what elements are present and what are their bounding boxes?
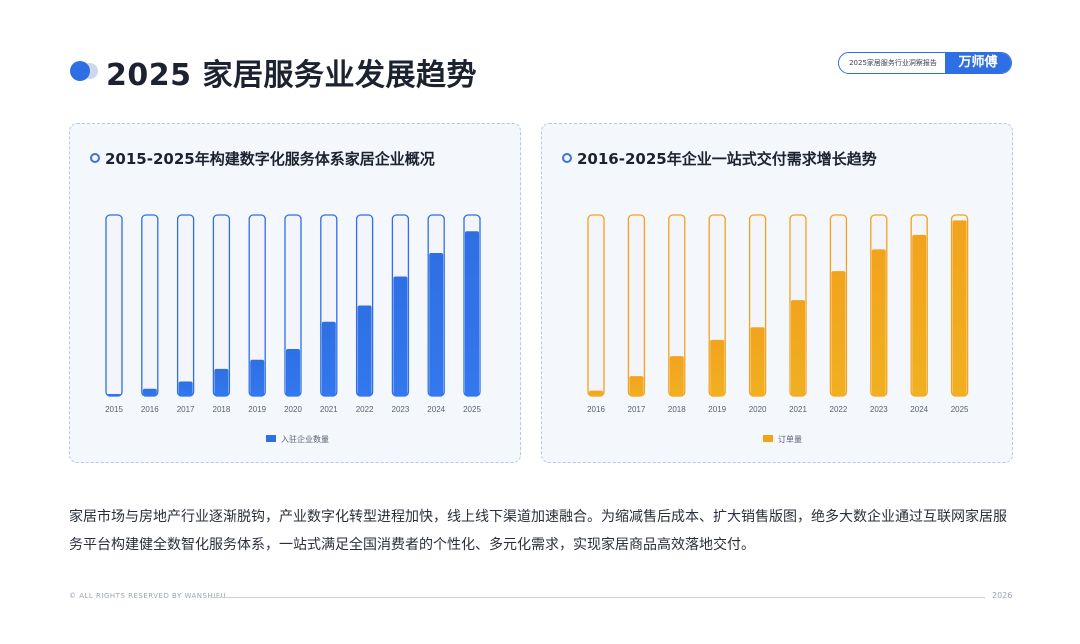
bar	[250, 359, 265, 396]
bar	[142, 388, 157, 396]
bar	[750, 327, 765, 396]
bar	[952, 220, 967, 396]
legend-swatch	[266, 435, 276, 442]
legend-swatch	[763, 435, 773, 442]
brand-report-label: 2025家居服务行业洞察报告	[849, 59, 937, 67]
chart-title: 2016-2025年企业一站式交付需求增长趋势	[577, 150, 877, 168]
bar-track	[141, 214, 159, 397]
bar	[912, 234, 927, 396]
footer-copyright: © ALL RIGHTS RESERVED BY WANSHIFU	[69, 592, 226, 600]
brand-badge: 2025家居服务行业洞察报告 万师傅	[838, 52, 1012, 74]
footer-year: 2026	[992, 591, 1013, 600]
x-tick-label: 2022	[830, 405, 848, 414]
brand-logo: 万师傅	[945, 53, 1011, 73]
bar-track	[627, 214, 646, 397]
page-title: 2025 家居服务业发展趋势	[106, 58, 477, 93]
bar-track	[176, 214, 195, 397]
x-tick-label: 2020	[284, 405, 302, 414]
x-tick-label: 2021	[320, 405, 338, 414]
bar	[589, 390, 603, 396]
chart-title: 2015-2025年构建数字化服务体系家居企业概况	[105, 150, 435, 168]
x-tick-label: 2015	[105, 405, 123, 414]
x-tick-label: 2023	[392, 405, 410, 414]
bar	[669, 356, 684, 396]
ring-icon	[562, 153, 572, 163]
bar	[465, 231, 479, 396]
x-tick-label: 2018	[213, 405, 231, 414]
bar	[393, 276, 408, 396]
bar	[178, 381, 193, 396]
bar-track	[105, 214, 123, 397]
bar	[629, 376, 644, 396]
bar	[286, 348, 300, 396]
bar	[831, 271, 846, 396]
x-tick-label: 2018	[668, 405, 686, 414]
ring-icon	[90, 153, 100, 163]
x-tick-label: 2019	[708, 405, 726, 414]
x-tick-label: 2019	[248, 405, 266, 414]
bar	[791, 300, 805, 396]
bar	[107, 394, 121, 396]
chart-panel-orders: 2016-2025年企业一站式交付需求增长趋势 2016 2017 2018 2019…	[541, 123, 1013, 463]
x-tick-label: 2017	[177, 405, 195, 414]
title-accent-dot	[70, 61, 90, 81]
x-tick-label: 2023	[870, 405, 888, 414]
x-tick-label: 2025	[463, 405, 481, 414]
x-tick-label: 2024	[910, 405, 928, 414]
chart-enterprises: 2015 2016 2017 2018 2019 2020 2021 2022 2023 2024…	[105, 214, 481, 444]
x-tick-label: 2016	[587, 405, 605, 414]
summary-paragraph: 家居市场与房地产行业逐渐脱钩，产业数字化转型进程加快，线上线下渠道加速融合。为缩…	[69, 509, 1007, 553]
bar	[357, 305, 372, 396]
chart-panel-enterprises: 2015-2025年构建数字化服务体系家居企业概况 2015 2016 2017 20…	[69, 123, 521, 463]
chart-orders: 2016 2017 2018 2019 2020 2021 2022 2023 2024 2025…	[587, 214, 969, 444]
bar	[429, 253, 444, 396]
x-tick-label: 2022	[356, 405, 374, 414]
x-tick-label: 2020	[749, 405, 767, 414]
bar	[710, 339, 725, 396]
x-tick-label: 2016	[141, 405, 159, 414]
bar	[871, 249, 886, 396]
legend-label: 入驻企业数量	[281, 434, 329, 444]
footer-divider	[210, 597, 985, 598]
x-tick-label: 2021	[789, 405, 807, 414]
x-tick-label: 2017	[628, 405, 646, 414]
legend-label: 订单量	[778, 434, 802, 444]
bar	[214, 368, 229, 396]
bar	[321, 321, 336, 396]
x-tick-label: 2024	[427, 405, 445, 414]
x-tick-label: 2025	[951, 405, 969, 414]
bar-track	[587, 214, 605, 397]
